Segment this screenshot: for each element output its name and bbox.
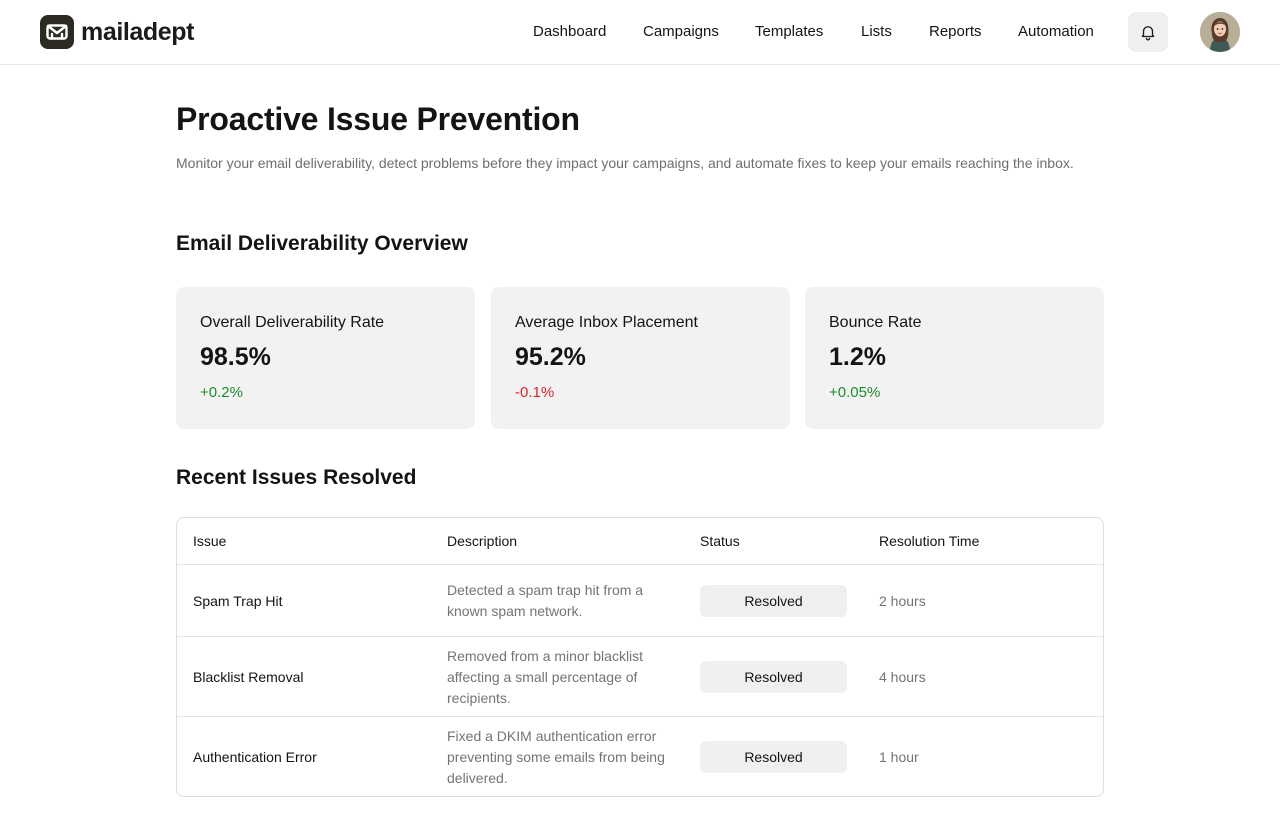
nav-templates[interactable]: Templates — [755, 23, 824, 40]
issue-name: Authentication Error — [193, 749, 317, 765]
table-header-row: Issue Description Status Resolution Time — [177, 518, 1103, 565]
metric-card-deliverability: Overall Deliverability Rate 98.5% +0.2% — [176, 287, 475, 429]
table-row: Blacklist Removal Removed from a minor b… — [177, 637, 1103, 717]
issue-description: Removed from a minor blacklist affecting… — [447, 648, 644, 706]
metric-delta: +0.2% — [200, 384, 243, 401]
brand-logo[interactable]: mailadept — [40, 15, 195, 49]
issues-table: Issue Description Status Resolution Time… — [176, 517, 1104, 797]
column-header-status: Status — [700, 533, 740, 549]
issue-description: Detected a spam trap hit from a known sp… — [447, 582, 644, 619]
metric-card-inbox-placement: Average Inbox Placement 95.2% -0.1% — [491, 287, 790, 429]
notifications-button[interactable] — [1128, 12, 1168, 52]
resolution-time: 4 hours — [879, 669, 926, 685]
issue-name: Spam Trap Hit — [193, 593, 283, 609]
bell-icon — [1141, 26, 1155, 41]
column-header-resolution-time: Resolution Time — [879, 533, 980, 549]
metric-value: 98.5% — [200, 343, 271, 371]
table-row: Authentication Error Fixed a DKIM authen… — [177, 717, 1103, 796]
metric-label: Bounce Rate — [829, 314, 922, 331]
issues-section-title: Recent Issues Resolved — [176, 466, 417, 489]
page-title: Proactive Issue Prevention — [176, 101, 580, 137]
table-row: Spam Trap Hit Detected a spam trap hit f… — [177, 565, 1103, 637]
status-badge: Resolved — [700, 585, 847, 617]
metric-label: Overall Deliverability Rate — [200, 314, 385, 331]
nav-dashboard[interactable]: Dashboard — [533, 23, 607, 40]
nav-automation[interactable]: Automation — [1018, 23, 1094, 40]
status-badge: Resolved — [700, 661, 847, 693]
status-badge: Resolved — [700, 741, 847, 773]
column-header-description: Description — [447, 533, 518, 549]
column-header-issue: Issue — [193, 533, 227, 549]
page-description: Monitor your email deliverability, detec… — [176, 155, 1074, 171]
mailadept-logo-icon — [40, 15, 74, 49]
nav-reports[interactable]: Reports — [929, 23, 982, 40]
metric-value: 1.2% — [829, 343, 886, 371]
metric-card-bounce-rate: Bounce Rate 1.2% +0.05% — [805, 287, 1104, 429]
brand-name: mailadept — [81, 17, 195, 46]
issue-name: Blacklist Removal — [193, 669, 304, 685]
nav-campaigns[interactable]: Campaigns — [643, 23, 719, 40]
metric-value: 95.2% — [515, 343, 586, 371]
avatar[interactable] — [1200, 12, 1240, 52]
issue-description: Fixed a DKIM authentication error preven… — [447, 728, 665, 786]
resolution-time: 2 hours — [879, 593, 926, 609]
resolution-time: 1 hour — [879, 749, 919, 765]
top-navigation-bar: mailadept Dashboard Campaigns Templates … — [0, 0, 1280, 65]
metric-delta: +0.05% — [829, 384, 881, 401]
metric-label: Average Inbox Placement — [515, 314, 698, 331]
overview-section-title: Email Deliverability Overview — [176, 232, 468, 255]
nav-lists[interactable]: Lists — [861, 23, 892, 40]
metric-delta: -0.1% — [515, 384, 555, 401]
